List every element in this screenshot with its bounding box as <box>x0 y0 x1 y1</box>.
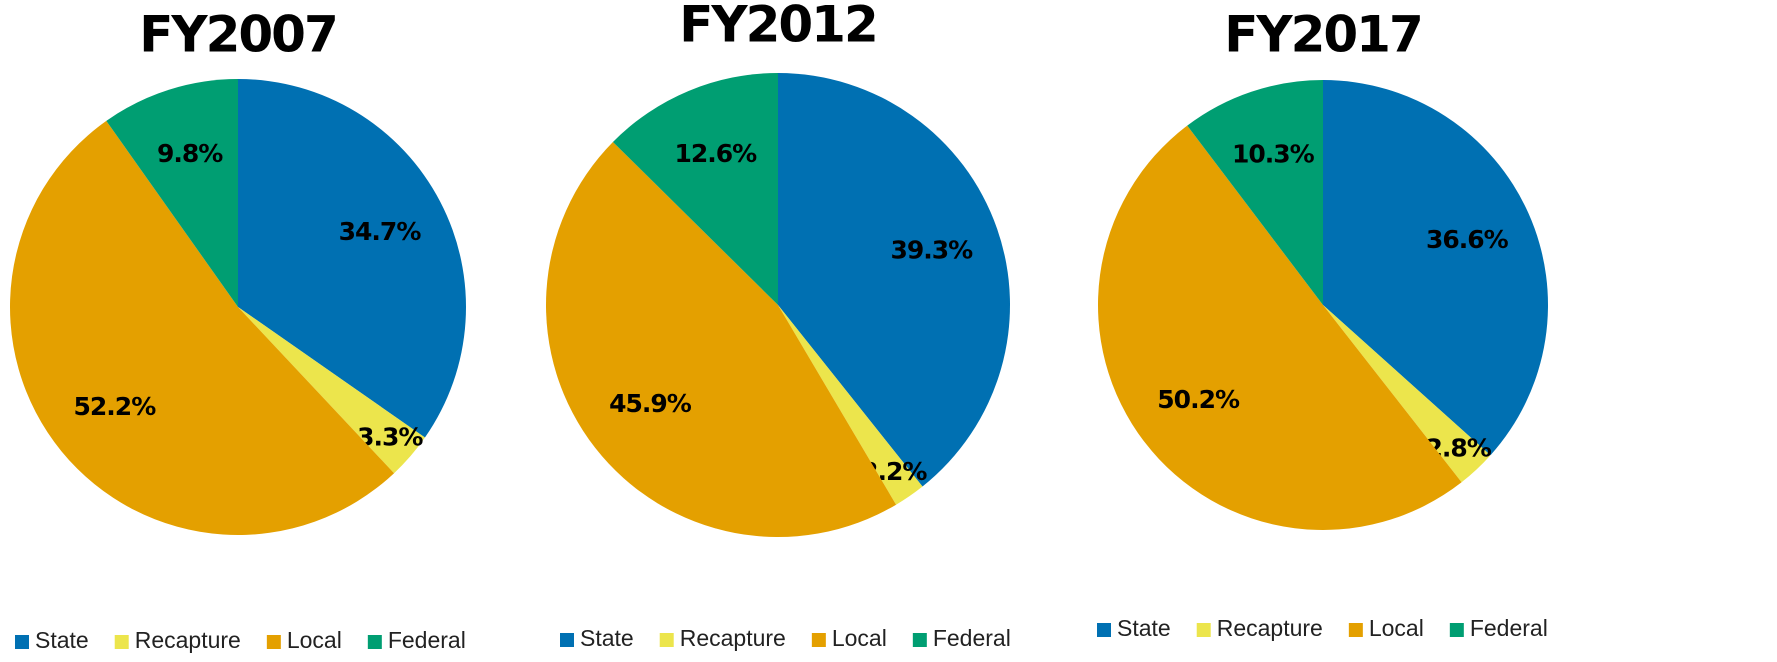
pie-slice <box>106 79 239 307</box>
legend-swatch <box>1097 623 1111 637</box>
legend-label: Local <box>832 625 887 651</box>
pie-slice <box>1323 80 1548 456</box>
pie-slice <box>238 79 467 438</box>
legend-swatch <box>1348 623 1363 637</box>
legend-label: Federal <box>1470 615 1548 641</box>
legend-swatch <box>912 633 927 647</box>
legend-swatch <box>659 633 674 647</box>
pie-slice <box>1097 125 1462 531</box>
pie-slice <box>9 120 395 536</box>
data-label: 45.9% <box>609 389 692 418</box>
legend-swatch <box>811 633 826 647</box>
legend-label: Recapture <box>135 627 241 653</box>
legend-label: State <box>1117 615 1171 641</box>
legend-swatch <box>1449 623 1464 637</box>
legend-label: Local <box>1369 615 1424 641</box>
data-label: 9.8% <box>157 139 223 168</box>
pie-slice <box>545 141 897 537</box>
pie-slice <box>1187 80 1323 305</box>
data-label: 12.6% <box>675 139 758 168</box>
legend-label: State <box>35 627 89 653</box>
chart-title: FY2017 <box>1224 6 1422 64</box>
pie-slice <box>1323 305 1491 483</box>
legend-swatch <box>15 635 29 649</box>
data-label: 10.3% <box>1232 140 1315 169</box>
data-label: 52.2% <box>74 392 157 421</box>
data-label: 39.3% <box>890 235 973 264</box>
legend-swatch <box>1196 623 1211 637</box>
pie-slice <box>778 73 1011 487</box>
legend-label: State <box>580 625 634 651</box>
legend-label: Local <box>287 627 342 653</box>
pie-slice <box>778 305 923 505</box>
legend-label: Federal <box>388 627 466 653</box>
pie-slice <box>238 307 425 474</box>
legend-swatch <box>367 635 382 649</box>
data-label: 36.6% <box>1426 225 1509 254</box>
data-label: 50.2% <box>1157 385 1240 414</box>
legend-swatch <box>266 635 281 649</box>
legend-label: Federal <box>933 625 1011 651</box>
legend-label: Recapture <box>1217 615 1323 641</box>
legend-swatch <box>560 633 574 647</box>
chart-title: FY2012 <box>679 0 877 54</box>
legend-label: Recapture <box>680 625 786 651</box>
pie-slice <box>612 73 778 305</box>
legend-swatch <box>114 635 129 649</box>
data-label: 34.7% <box>339 217 422 246</box>
chart-title: FY2007 <box>139 6 337 64</box>
